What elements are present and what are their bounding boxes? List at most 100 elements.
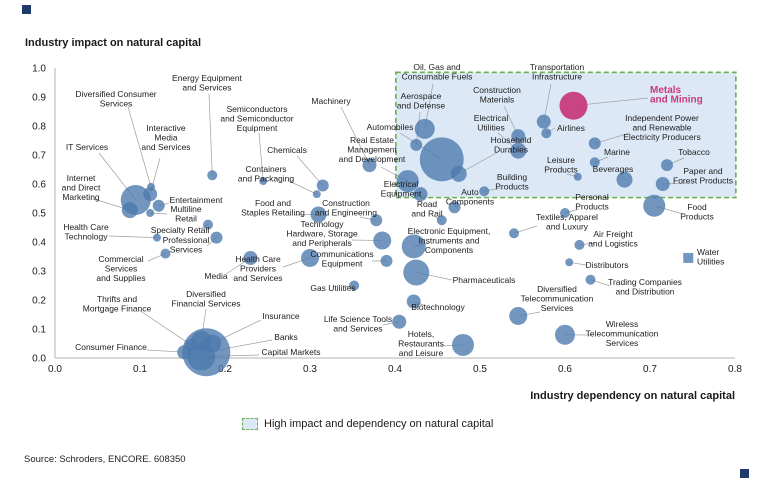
chart-point-label: Metals and Mining — [650, 85, 703, 106]
x-tick-label: 0.4 — [388, 364, 402, 375]
chart-point-label: Oil, Gas and Consumable Fuels — [402, 62, 473, 82]
chart-bubble — [392, 314, 407, 329]
chart-point-label: Banks — [274, 332, 298, 342]
chart-point-label: Air Freight and Logistics — [588, 229, 638, 249]
leader-line — [127, 106, 152, 187]
y-tick-label: 0.7 — [32, 151, 46, 162]
chart-point-label: Internet and Direct Marketing — [62, 173, 101, 202]
chart-point-label: Pharmaceuticals — [453, 275, 516, 285]
chart-point-label: Paper and Forest Products — [673, 166, 733, 186]
leader-line — [108, 235, 158, 238]
chart-bubble — [406, 294, 421, 309]
chart-point-label: Life Science Tools and Services — [324, 314, 392, 334]
leader-line — [296, 155, 324, 186]
x-tick-label: 0.5 — [473, 364, 487, 375]
chart-point-label: Gas Utilities — [310, 283, 355, 293]
chart-bubble — [121, 202, 138, 219]
chart-bubble — [573, 172, 582, 181]
chart-point-label: Semiconductors and Semiconductor Equipment — [220, 104, 293, 133]
chart-point-label: Entertainment — [170, 195, 224, 205]
chart-point-label: Auto Components — [446, 187, 494, 207]
x-tick-label: 0.8 — [728, 364, 742, 375]
chart-point-label: Media — [204, 271, 227, 281]
chart-point-label: Beverages — [593, 164, 634, 174]
chart-point-label: Marine — [604, 147, 630, 157]
chart-point-label: Tobacco — [678, 147, 710, 157]
chart-bubble — [585, 274, 596, 285]
chart-bubble — [559, 91, 588, 120]
chart-bubble — [362, 158, 377, 173]
chart-point-label: Hotels, Restaurants and Leisure — [398, 329, 444, 358]
chart-point-label: Leisure Products — [544, 155, 578, 175]
chart-point-label: Health Care Providers and Services — [233, 254, 282, 283]
chart-point-label: Aerospace and Defense — [397, 91, 445, 111]
chart-bubble — [589, 157, 600, 168]
chart-point-label: Consumer Finance — [75, 342, 147, 352]
chart-point-label: Construction and Engineering — [315, 198, 377, 218]
chart-point-label: Food and Staples Retailing — [241, 198, 305, 218]
chart-point-label: Airlines — [557, 123, 585, 133]
chart-bubble — [152, 199, 165, 212]
chart-point-label: Transportation Infrastructure — [530, 62, 585, 82]
chart-point-label: Interactive Media and Services — [141, 123, 190, 152]
source-note: Source: Schroders, ENCORE. 608350 — [24, 454, 186, 465]
y-tick-label: 1.0 — [32, 64, 46, 75]
chart-point-label: Biotechnology — [411, 302, 465, 312]
chart-point-label: Thrifts and Mortgage Finance — [83, 294, 152, 314]
chart-bubble — [203, 219, 213, 230]
chart-point-label: Energy Equipment and Services — [172, 73, 243, 93]
chart-bubble — [414, 118, 435, 139]
y-tick-label: 0.8 — [32, 122, 46, 133]
chart-bubble — [259, 177, 268, 186]
chart-bubble — [316, 179, 329, 192]
chart-bubble — [312, 190, 321, 199]
brand-corner-mark-top-left — [22, 5, 31, 14]
chart-bubble — [301, 248, 319, 267]
x-tick-label: 0.7 — [643, 364, 657, 375]
chart-bubble — [401, 234, 426, 259]
brand-corner-mark-bottom-right — [740, 469, 749, 478]
chart-bubble — [683, 252, 694, 263]
chart-bubble — [511, 129, 526, 144]
chart-bubble — [403, 259, 430, 286]
chart-point-label: Household Durables — [491, 135, 532, 155]
chart-point-label: Machinery — [311, 96, 351, 106]
chart-point-label: Diversified Financial Services — [172, 289, 241, 309]
leader-line — [258, 132, 264, 182]
chart-point-label: Multiline Retail — [170, 204, 201, 224]
y-tick-label: 0.5 — [32, 209, 46, 220]
chart-bubble — [396, 170, 419, 193]
chart-bubble — [452, 333, 474, 356]
chart-point-label: Insurance — [262, 311, 300, 321]
chart-bubble — [207, 170, 218, 181]
chart-point-label: Textiles, Apparel and Luxury — [536, 212, 598, 232]
chart-point-label: IT Services — [66, 142, 108, 152]
chart-point-label: Water Utilities — [697, 247, 724, 267]
chart-point-label: Trading Companies and Distribution — [608, 277, 682, 297]
chart-point-label: Building Products — [495, 172, 529, 192]
chart-point-label: Road and Rail — [411, 199, 442, 219]
x-tick-label: 0.3 — [303, 364, 317, 375]
chart-point-label: Electrical Equipment — [381, 179, 422, 199]
chart-point-label: Capital Markets — [261, 347, 320, 357]
chart-bubble — [661, 159, 673, 172]
chart-bubble — [146, 209, 155, 217]
chart-bubble — [349, 280, 360, 291]
chart-bubble — [410, 138, 423, 151]
chart-point-label: Technology Hardware, Storage and Periphera… — [286, 219, 358, 248]
chart-bubble — [419, 137, 464, 182]
chart-bubble — [509, 228, 519, 239]
chart-bubble — [616, 171, 633, 188]
chart-point-label: Professional Services — [163, 235, 210, 255]
chart-bubble — [187, 342, 216, 371]
x-axis-title: Industry dependency on natural capital — [530, 390, 735, 402]
x-tick-label: 0.1 — [133, 364, 147, 375]
chart-bubble — [370, 214, 383, 227]
y-tick-label: 0.0 — [32, 354, 46, 365]
chart-point-label: Electronic Equipment, Instruments and Comp… — [408, 226, 491, 255]
chart-point-label: Independent Power and Renewable Electricit… — [623, 113, 700, 142]
chart-bubble — [153, 233, 161, 242]
chart-bubble — [655, 177, 670, 191]
chart-point-label: Construction Materials — [473, 85, 521, 105]
